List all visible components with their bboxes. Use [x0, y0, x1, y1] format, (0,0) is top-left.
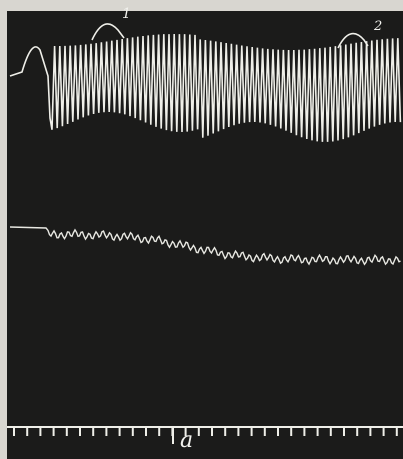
recording-photo: 1 2 a — [0, 0, 403, 459]
time-label: a — [180, 428, 193, 453]
marker-label: 2 — [373, 19, 382, 34]
page: 1 2 a (() => { const data = JSON.parse(d… — [0, 0, 403, 459]
marker-label: 1 — [122, 6, 131, 22]
